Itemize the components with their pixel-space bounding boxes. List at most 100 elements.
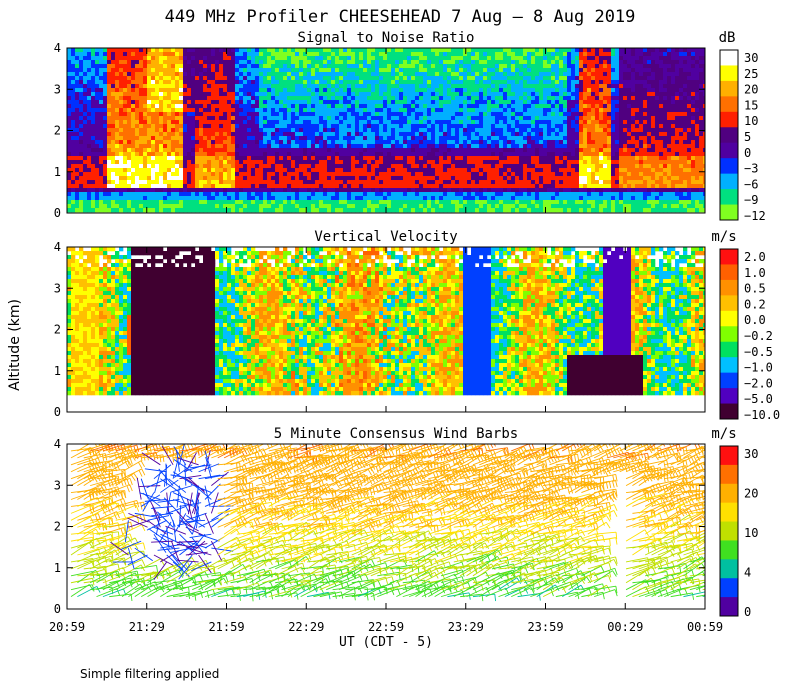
heatmap-cell [511,64,516,69]
heatmap-cell [403,60,408,65]
heatmap-cell [483,76,488,81]
heatmap-cell [223,88,228,93]
heatmap-cell [115,144,120,149]
heatmap-cell [87,208,92,213]
heatmap-cell [287,48,292,53]
heatmap-cell [447,208,452,213]
heatmap-cell [215,208,220,213]
heatmap-cell [407,72,412,77]
heatmap-cell [167,144,172,149]
heatmap-cell [275,200,280,205]
heatmap-cell [91,124,96,129]
heatmap-cell [471,152,476,157]
heatmap-cell [319,208,324,213]
heatmap-cell [483,172,488,177]
heatmap-cell [191,156,196,161]
heatmap-cell [87,184,92,189]
heatmap-cell [223,104,228,109]
heatmap-cell [407,144,412,149]
heatmap-cell [259,80,264,85]
heatmap-cell [127,112,132,117]
heatmap-cell [291,144,296,149]
heatmap-cell [179,192,184,197]
heatmap-cell [111,208,116,213]
heatmap-cell [447,144,452,149]
heatmap-cell [283,108,288,113]
heatmap-cell [343,48,348,53]
heatmap-cell [411,156,416,161]
heatmap-cell [195,188,200,193]
heatmap-cell [231,176,236,181]
heatmap-cell [479,140,484,145]
heatmap-cell [503,128,508,133]
heatmap-cell [523,184,528,189]
heatmap-cell [295,112,300,117]
heatmap-cell [479,56,484,61]
heatmap-cell [279,124,284,129]
heatmap-cell [331,152,336,157]
heatmap-cell [135,184,140,189]
heatmap-cell [71,108,76,113]
heatmap-cell [415,72,420,77]
heatmap-cell [307,76,312,81]
heatmap-cell [403,124,408,129]
heatmap-cell [491,136,496,141]
heatmap-cell [427,112,432,117]
heatmap-cell [215,68,220,73]
heatmap-cell [483,136,488,141]
heatmap-cell [435,132,440,137]
heatmap-cell [339,116,344,121]
heatmap-cell [351,124,356,129]
heatmap-cell [127,184,132,189]
heatmap-cell [147,56,152,61]
heatmap-cell [403,180,408,185]
heatmap-cell [243,176,248,181]
heatmap-cell [247,88,252,93]
heatmap-cell [95,84,100,89]
heatmap-cell [203,168,208,173]
heatmap-cell [431,92,436,97]
heatmap-cell [167,204,172,209]
heatmap-cell [515,164,520,169]
heatmap-cell [79,160,84,165]
heatmap-cell [115,168,120,173]
heatmap-cell [219,176,224,181]
heatmap-cell [187,132,192,137]
heatmap-cell [123,168,128,173]
heatmap-cell [311,200,316,205]
heatmap-cell [383,208,388,213]
heatmap-cell [67,184,72,189]
heatmap-cell [431,64,436,69]
heatmap-cell [67,172,72,177]
heatmap-cell [155,48,160,53]
heatmap-cell [267,196,272,201]
heatmap-cell [431,148,436,153]
heatmap-cell [171,80,176,85]
heatmap-cell [499,128,504,133]
heatmap-cell [95,80,100,85]
heatmap-cell [215,80,220,85]
heatmap-cell [423,104,428,109]
heatmap-cell [275,196,280,201]
heatmap-cell [511,208,516,213]
heatmap-cell [175,140,180,145]
heatmap-cell [263,116,268,121]
heatmap-cell [135,84,140,89]
heatmap-cell [223,172,228,177]
heatmap-cell [339,104,344,109]
heatmap-cell [523,204,528,209]
heatmap-cell [111,192,116,197]
heatmap-cell [119,56,124,61]
heatmap-cell [87,168,92,173]
heatmap-cell [103,64,108,69]
heatmap-cell [159,92,164,97]
heatmap-cell [307,152,312,157]
heatmap-cell [119,188,124,193]
heatmap-cell [87,136,92,141]
heatmap-cell [315,84,320,89]
heatmap-cell [499,64,504,69]
heatmap-cell [327,80,332,85]
heatmap-cell [471,108,476,113]
heatmap-cell [367,48,372,53]
heatmap-cell [467,124,472,129]
